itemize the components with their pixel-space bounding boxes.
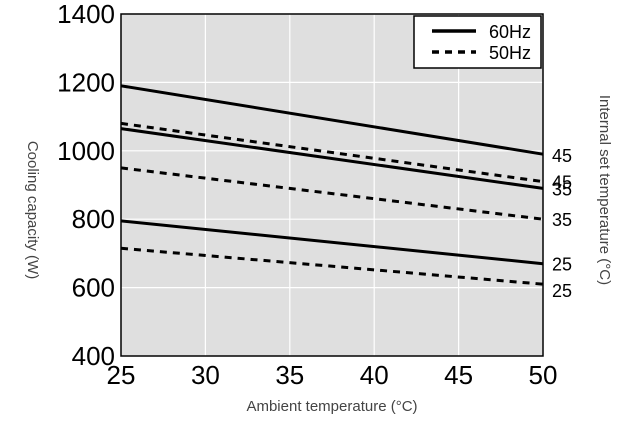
x-tick-label: 40 bbox=[360, 360, 389, 390]
legend-label-50hz: 50Hz bbox=[489, 43, 531, 63]
y-tick-label: 400 bbox=[72, 341, 115, 371]
y-tick-labels: 400 600 800 1000 1200 1400 bbox=[57, 0, 115, 371]
plot-area bbox=[121, 14, 543, 356]
plot-border bbox=[120, 13, 544, 357]
x-tick-label: 45 bbox=[444, 360, 473, 390]
legend-box bbox=[413, 15, 542, 69]
x-tick-labels: 25 30 35 40 45 50 bbox=[107, 360, 558, 390]
y-tick-label: 600 bbox=[72, 273, 115, 303]
y-tick-label: 1200 bbox=[57, 67, 115, 97]
secondary-axis-title: Internal set temperature (°C) bbox=[596, 95, 613, 285]
x-axis-title: Ambient temperature (°C) bbox=[246, 398, 417, 415]
series-line-50hz-45 bbox=[120, 121, 544, 184]
x-tick-label: 25 bbox=[107, 360, 136, 390]
y-tick-label: 1000 bbox=[57, 136, 115, 166]
x-tick-label: 30 bbox=[191, 360, 220, 390]
series-line-60hz-35 bbox=[120, 127, 544, 190]
series-line-60hz-25 bbox=[120, 219, 544, 266]
series-end-label: 25 bbox=[552, 281, 572, 301]
legend-label-60hz: 60Hz bbox=[489, 22, 531, 42]
series-line-50hz-35 bbox=[120, 166, 544, 221]
series-end-label: 35 bbox=[552, 210, 572, 230]
series-end-label: 35 bbox=[552, 179, 572, 199]
y-axis-title: Cooling capacity (W) bbox=[24, 141, 41, 279]
series-line-50hz-25 bbox=[120, 246, 544, 286]
series-line-60hz-45 bbox=[120, 84, 544, 156]
grid bbox=[120, 13, 544, 357]
x-tick-label: 35 bbox=[275, 360, 304, 390]
y-tick-label: 1400 bbox=[57, 0, 115, 29]
x-tick-label: 50 bbox=[529, 360, 558, 390]
series-lines bbox=[120, 84, 544, 286]
y-tick-label: 800 bbox=[72, 204, 115, 234]
series-end-label: 45 bbox=[552, 173, 572, 193]
legend: 60Hz 50Hz bbox=[413, 15, 542, 69]
series-end-label: 25 bbox=[552, 255, 572, 275]
series-end-label: 45 bbox=[552, 146, 572, 166]
